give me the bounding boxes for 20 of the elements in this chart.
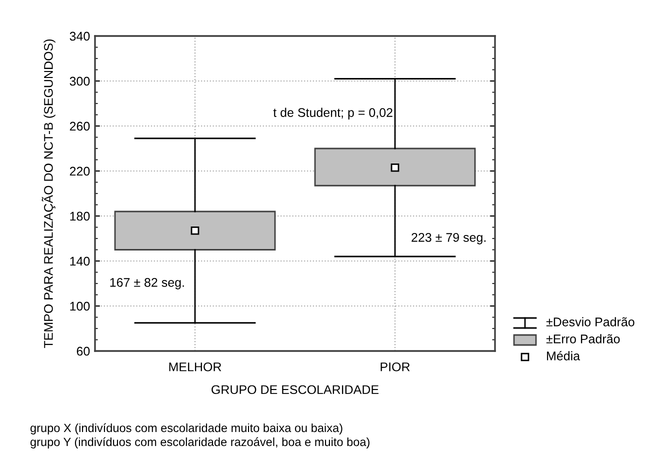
annotation: 167 ± 82 seg. bbox=[110, 278, 184, 290]
y-axis-title: TEMPO PARA REALIZAÇÃO DO NCT-B (SEGUNDOS) bbox=[42, 40, 56, 348]
y-tick-label: 260 bbox=[70, 122, 90, 131]
y-tick-label: 300 bbox=[70, 76, 90, 86]
text: ±Erro Padrão bbox=[546, 334, 620, 344]
x-axis-title: GRUPO DE ESCOLARIDADE bbox=[212, 385, 379, 394]
y-tick-label: 100 bbox=[70, 302, 90, 311]
text: grupo X (indivíduos com escolaridade muito baixa ou baixa) bbox=[30, 423, 342, 434]
y-tick-label: 220 bbox=[70, 166, 90, 176]
y-tick-label: 60 bbox=[76, 346, 90, 356]
y-tick-label: 140 bbox=[70, 256, 90, 266]
x-tick-label: PIOR bbox=[380, 362, 410, 372]
text: ±Desvio Padrão bbox=[546, 317, 634, 326]
text: Média bbox=[547, 351, 580, 360]
x-tick-label: MELHOR bbox=[169, 362, 222, 372]
y-tick-label: 340 bbox=[70, 32, 90, 41]
annotation: t de Student; p = 0,02 bbox=[273, 108, 392, 120]
y-tick-label: 180 bbox=[70, 212, 90, 221]
text: grupo Y (indivíduos com escolaridade razoável, boa e muito boa) bbox=[30, 437, 370, 448]
annotation: 223 ± 79 seg. bbox=[412, 233, 486, 244]
